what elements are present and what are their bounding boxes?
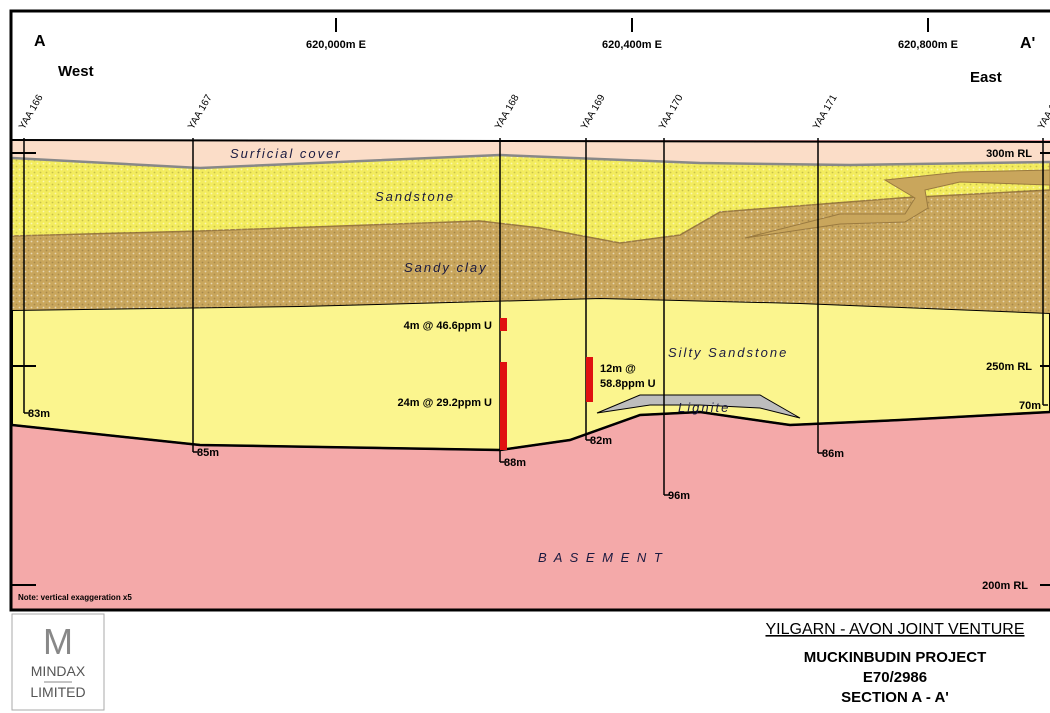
section-end: A'	[1020, 35, 1035, 52]
hole-depth: 86m	[822, 448, 844, 460]
section-body	[12, 140, 1050, 610]
rl-label: 250m RL	[986, 361, 1032, 373]
rl-label: 300m RL	[986, 148, 1032, 160]
layer-label: Silty Sandstone	[668, 345, 788, 360]
layer-label: Surficial cover	[230, 146, 342, 161]
easting-label: 620,800m E	[898, 39, 958, 51]
title-tenement: E70/2986	[863, 669, 927, 686]
title-project: MUCKINBUDIN PROJECT	[804, 649, 987, 666]
west-label: West	[58, 63, 94, 80]
intercept-label: 58.8ppm U	[600, 378, 656, 390]
layer-label: B A S E M E N T	[538, 550, 664, 565]
layer-label: Sandstone	[375, 189, 455, 204]
easting-label: 620,400m E	[602, 39, 662, 51]
hole-depth: 96m	[668, 490, 690, 502]
logo-text: MINDAX	[31, 663, 86, 679]
section-start: A	[34, 33, 46, 50]
intercept-label: 24m @ 29.2ppm U	[398, 397, 493, 409]
intercept-bar	[586, 357, 593, 402]
easting-label: 620,000m E	[306, 39, 366, 51]
hole-depth: 82m	[590, 435, 612, 447]
hole-depth: 88m	[504, 457, 526, 469]
title-venture: YILGARN - AVON JOINT VENTURE	[765, 621, 1024, 638]
hole-depth: 85m	[197, 447, 219, 459]
title-section: SECTION A - A'	[841, 689, 949, 706]
logo-text: LIMITED	[30, 684, 85, 700]
note: Note: vertical exaggeration x5	[18, 593, 132, 602]
layer-label: Sandy clay	[404, 260, 488, 275]
logo-mark: M	[43, 621, 73, 662]
intercept-bar	[500, 318, 507, 331]
hole-depth: 83m	[28, 408, 50, 420]
intercept-label: 12m @	[600, 363, 636, 375]
rl-label: 200m RL	[982, 580, 1028, 592]
cross-section: 83mYAA 16685mYAA 16788mYAA 16882mYAA 169…	[0, 0, 1050, 713]
intercept-label: 4m @ 46.6ppm U	[404, 320, 492, 332]
east-label: East	[970, 69, 1002, 86]
hole-depth: 70m	[1019, 400, 1041, 412]
layer-label: Lignite	[678, 400, 730, 415]
intercept-bar	[500, 362, 507, 450]
